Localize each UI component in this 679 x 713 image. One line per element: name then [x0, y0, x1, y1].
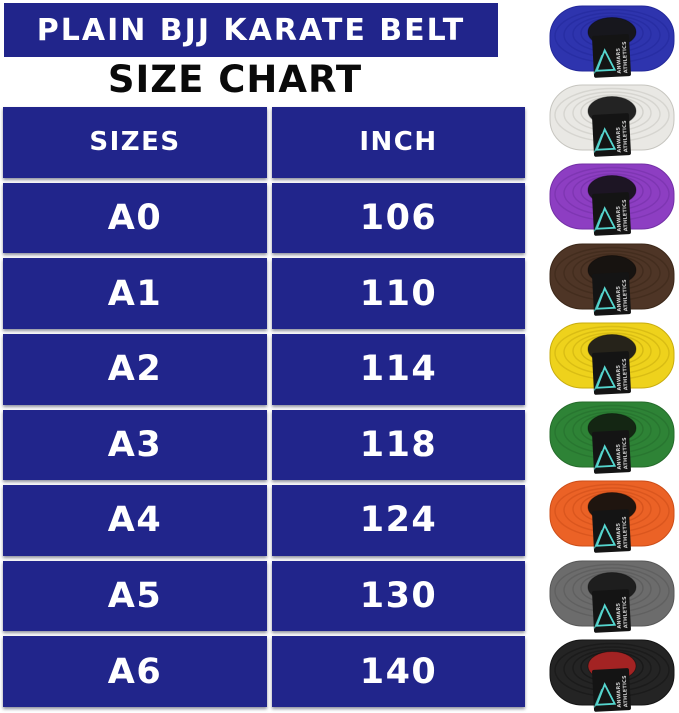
belt-photo-green: ANWARS ATHLETICS [545, 396, 679, 475]
size-cell-A6: A6 [3, 636, 267, 707]
rolled-belt-svg: ANWARS ATHLETICS [549, 243, 675, 316]
svg-text:ATHLETICS: ATHLETICS [622, 120, 630, 153]
svg-text:ATHLETICS: ATHLETICS [622, 437, 630, 470]
svg-text:ATHLETICS: ATHLETICS [622, 199, 630, 232]
brand-label: ANWARS ATHLETICS [592, 192, 631, 237]
belt-photo-black: ANWARS ATHLETICS [545, 634, 679, 713]
svg-text:ATHLETICS: ATHLETICS [622, 278, 630, 311]
rolled-belt-svg: ANWARS ATHLETICS [549, 322, 675, 395]
column-header-sizes: SIZES [3, 107, 267, 178]
belt-photo-column: ANWARS ATHLETICS ANWARS ATHLETICS ANWARS [545, 0, 679, 713]
brand-label: ANWARS ATHLETICS [592, 113, 631, 158]
triangle-logo-icon [595, 206, 617, 231]
brand-label: ANWARS ATHLETICS [592, 509, 631, 554]
svg-text:ANWARS: ANWARS [616, 364, 623, 390]
triangle-logo-icon [595, 365, 617, 389]
rolled-belt-svg: ANWARS ATHLETICS [549, 401, 675, 474]
svg-text:ATHLETICS: ATHLETICS [622, 595, 630, 628]
belt-photo-orange: ANWARS ATHLETICS [545, 475, 679, 554]
inch-cell-A2: 114 [272, 333, 525, 405]
brand-label: ANWARS ATHLETICS [592, 351, 631, 395]
size-cell-A1: A1 [3, 258, 267, 329]
svg-text:ANWARS: ANWARS [616, 127, 623, 153]
triangle-logo-icon [595, 127, 617, 151]
inch-cell-A3: 118 [272, 409, 525, 481]
rolled-belt-svg: ANWARS ATHLETICS [549, 560, 675, 633]
svg-text:ATHLETICS: ATHLETICS [622, 675, 630, 708]
inch-cell-A5: 130 [272, 560, 525, 632]
rolled-belt-svg: ANWARS ATHLETICS [549, 5, 675, 78]
triangle-logo-icon [595, 523, 617, 548]
rolled-belt-svg: ANWARS ATHLETICS [549, 163, 675, 237]
size-cell-A2: A2 [3, 333, 267, 405]
inch-cell-A4: 124 [272, 485, 525, 556]
svg-text:ATHLETICS: ATHLETICS [622, 516, 630, 549]
svg-text:ANWARS: ANWARS [616, 285, 623, 311]
belt-photo-gray: ANWARS ATHLETICS [545, 555, 679, 634]
belt-photo-brown: ANWARS ATHLETICS [545, 238, 679, 317]
svg-text:ATHLETICS: ATHLETICS [622, 358, 630, 391]
size-cell-A5: A5 [3, 560, 267, 632]
rolled-belt-svg: ANWARS ATHLETICS [549, 639, 675, 712]
triangle-logo-icon [595, 48, 617, 72]
triangle-logo-icon [595, 681, 617, 706]
svg-text:ANWARS: ANWARS [616, 206, 623, 232]
triangle-logo-icon [595, 602, 617, 627]
svg-text:ANWARS: ANWARS [616, 523, 623, 549]
size-chart-heading: SIZE CHART [107, 58, 363, 101]
brand-label: ANWARS ATHLETICS [592, 34, 631, 78]
size-cell-A4: A4 [3, 485, 267, 556]
column-header-inch: INCH [272, 107, 525, 178]
rolled-belt-svg: ANWARS ATHLETICS [549, 480, 675, 554]
belt-photo-yellow: ANWARS ATHLETICS [545, 317, 679, 396]
rolled-belt-svg: ANWARS ATHLETICS [549, 84, 675, 158]
inch-cell-A6: 140 [272, 636, 525, 707]
title-banner: PLAIN BJJ KARATE BELT [4, 3, 498, 57]
page-title: PLAIN BJJ KARATE BELT [36, 12, 466, 48]
inch-cell-A1: 110 [272, 258, 525, 329]
triangle-logo-icon [595, 285, 617, 310]
size-chart-table: SIZES INCH A0 106 A1 110 A2 114 A3 118 A4 124 A5 13… [3, 107, 525, 707]
triangle-logo-icon [595, 444, 617, 468]
svg-text:ANWARS: ANWARS [616, 47, 623, 73]
brand-label: ANWARS ATHLETICS [592, 271, 631, 316]
size-cell-A3: A3 [3, 409, 267, 481]
belt-photo-white: ANWARS ATHLETICS [545, 79, 679, 158]
svg-text:ANWARS: ANWARS [616, 681, 623, 707]
size-cell-A0: A0 [3, 182, 267, 254]
svg-text:ANWARS: ANWARS [616, 602, 623, 628]
brand-label: ANWARS ATHLETICS [592, 667, 631, 712]
brand-label: ANWARS ATHLETICS [592, 430, 631, 474]
svg-text:ATHLETICS: ATHLETICS [622, 41, 630, 74]
belt-photo-blue: ANWARS ATHLETICS [545, 0, 679, 79]
belt-photo-purple: ANWARS ATHLETICS [545, 158, 679, 237]
svg-text:ANWARS: ANWARS [616, 443, 623, 469]
inch-cell-A0: 106 [272, 182, 525, 254]
brand-label: ANWARS ATHLETICS [592, 588, 631, 633]
